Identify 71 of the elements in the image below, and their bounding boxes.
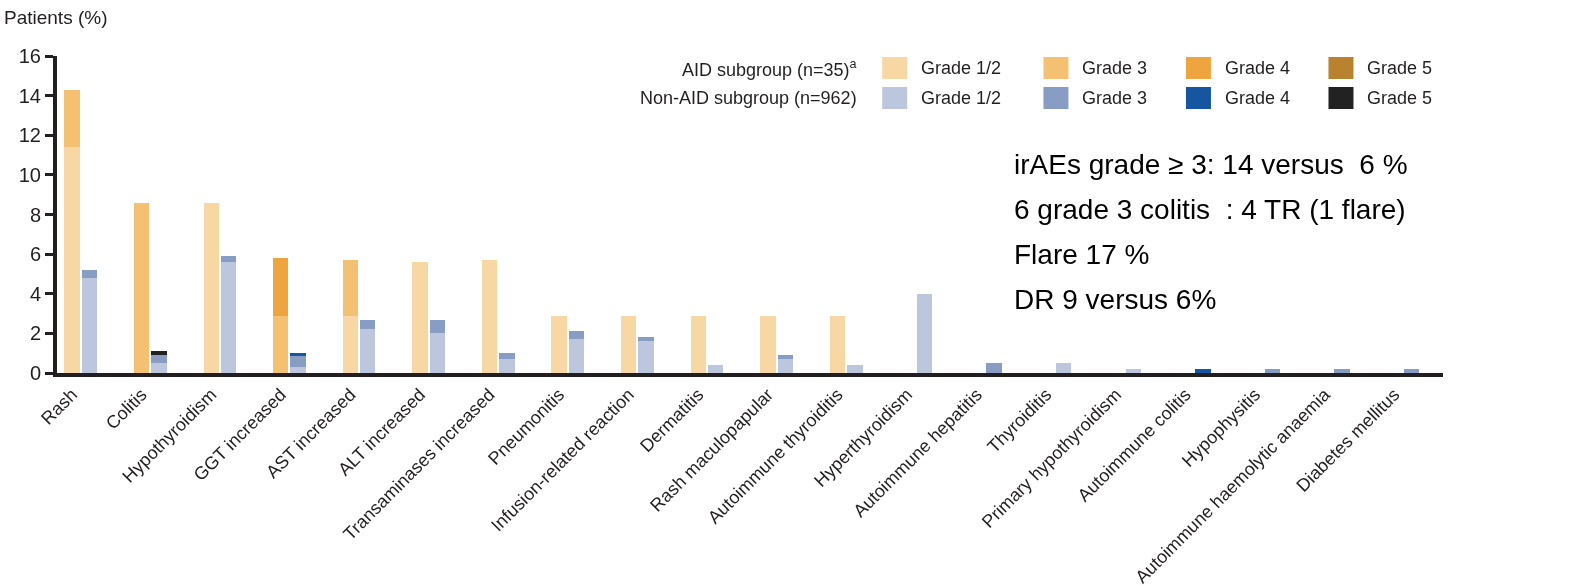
bar — [551, 316, 567, 373]
bar — [64, 90, 80, 147]
bar — [482, 260, 497, 373]
annotation: Flare 17 % — [1014, 239, 1150, 270]
bar — [638, 337, 654, 341]
bar — [1056, 363, 1071, 373]
y-tick-label: 10 — [18, 163, 41, 186]
bar — [778, 355, 793, 359]
bar — [621, 316, 636, 373]
y-axis-title: Patients (%) — [4, 7, 108, 28]
annotation: Non-AID subgroup (n=962) — [640, 88, 857, 108]
bar — [760, 316, 776, 373]
bar — [64, 147, 80, 373]
legend-label: Grade 3 — [1082, 58, 1148, 78]
bar — [151, 351, 167, 355]
y-tick-label: 0 — [29, 362, 41, 384]
y-tick-label: 8 — [29, 203, 41, 226]
bar — [1195, 369, 1211, 373]
bar — [82, 278, 97, 373]
bar — [569, 331, 584, 339]
bar — [204, 203, 219, 373]
bar — [830, 316, 845, 373]
legend-label: Grade 5 — [1367, 88, 1433, 108]
annotation: AID subgroup (n=35)$^{a}$ — [682, 57, 857, 80]
annotation: irAEs grade ≥ 3: 14 versus 6 % — [1014, 149, 1408, 180]
bar — [499, 359, 515, 373]
bar — [360, 329, 375, 373]
bar — [691, 316, 706, 373]
bar — [1334, 369, 1350, 373]
bar — [1404, 369, 1419, 373]
bar — [430, 333, 445, 373]
bar — [134, 203, 149, 373]
bar — [290, 355, 306, 367]
bar — [1126, 369, 1141, 373]
legend-label: Grade 4 — [1225, 88, 1291, 108]
bar — [273, 258, 288, 316]
legend-label: Grade 1/2 — [921, 58, 1002, 78]
y-tick-label: 14 — [18, 84, 41, 107]
bar — [412, 262, 428, 373]
bar — [343, 316, 358, 373]
annotation: DR 9 versus 6% — [1014, 284, 1217, 315]
y-tick-label: 2 — [29, 322, 41, 345]
bar — [778, 359, 793, 373]
bar — [430, 320, 445, 333]
bar — [499, 353, 515, 359]
bar — [221, 262, 236, 373]
bar — [360, 320, 375, 329]
bar — [847, 365, 863, 373]
y-tick-label: 12 — [18, 124, 41, 147]
bar — [708, 365, 723, 373]
legend-label: Grade 4 — [1225, 58, 1291, 78]
legend-label: Grade 3 — [1082, 88, 1148, 108]
bar — [273, 316, 288, 373]
bar — [290, 367, 306, 373]
y-tick-label: 16 — [18, 45, 41, 67]
bar — [1265, 369, 1280, 373]
y-tick-label: 6 — [29, 243, 41, 266]
annotation: 6 grade 3 colitis : 4 TR (1 flare) — [1014, 194, 1406, 225]
bar — [82, 270, 97, 278]
bar — [569, 339, 584, 373]
y-tick-label: 4 — [29, 282, 41, 305]
bar — [917, 294, 932, 373]
bar — [343, 260, 358, 316]
bar — [986, 363, 1002, 373]
bar — [638, 341, 654, 373]
bar — [151, 355, 167, 363]
legend-label: Grade 5 — [1367, 58, 1433, 78]
bar — [151, 363, 167, 373]
bar — [290, 353, 306, 356]
bar — [221, 256, 236, 262]
legend-label: Grade 1/2 — [921, 88, 1002, 108]
